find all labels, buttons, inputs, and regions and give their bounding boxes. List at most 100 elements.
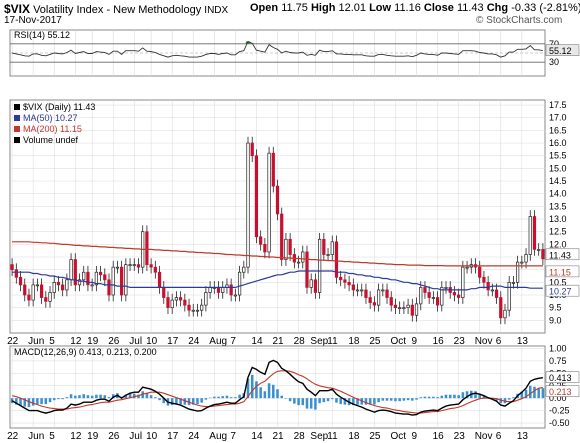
macd-hist-bar [507,398,511,400]
macd-hist-bar [377,398,380,403]
macd-hist-bar [301,398,305,406]
macd-hist-bar [27,398,31,408]
macd-x-label: 25 [369,431,381,442]
macd-hist-bar [170,398,174,406]
price-x-label: 13 [517,336,529,347]
price-x-label: 24 [188,336,200,347]
macd-hist-bar [78,395,81,399]
macd-x-label: 18 [348,431,360,442]
price-y-tick: 15.0 [549,163,567,173]
macd-line [11,359,543,416]
candle-body [107,279,111,296]
macd-hist-bar [335,398,338,403]
macd-hist-bar [90,395,94,399]
macd-hist-bar [82,394,85,399]
price-x-label: Nov [475,336,493,347]
macd-hist-bar [95,394,98,399]
candle-body [528,216,532,255]
candle-body [398,307,402,310]
macd-hist-bar [179,398,182,405]
macd-y-tick: -0.50 [549,418,570,428]
candle-body [246,142,250,268]
candle-body [482,276,486,283]
close-tag: 11.43 [549,250,571,260]
macd-hist-bar [74,395,77,399]
macd-hist-bar [200,398,203,403]
candle-body [322,238,326,255]
macd-hist-bar [427,396,431,399]
index-name: Volatility Index - New Methodology [33,4,202,16]
candle-body [520,261,524,264]
price-x-label: 10 [146,336,158,347]
macd-hist-bar [86,395,90,399]
candle-body [288,238,292,255]
candle-body [204,292,208,306]
ticker-symbol: $VIX [4,2,31,16]
macd-hist-bar [440,395,444,399]
open-value: 11.75 [281,2,308,14]
rsi-label: RSI(14) 55.12 [14,30,70,40]
macd-hist-bar [10,398,14,404]
candle-body [90,284,94,287]
macd-x-label: Nov [475,431,493,442]
candle-body [431,297,435,299]
candle-body [242,266,246,273]
candle-body [233,294,237,297]
candle-body [82,271,86,281]
candle-body [65,279,69,291]
macd-hist-bar [48,398,52,403]
macd-hist-bar [305,398,309,409]
macd-hist-bar [394,398,397,402]
price-x-label: 7 [230,336,236,347]
macd-hist-bar [111,394,115,399]
macd-x-label: Aug [209,431,227,442]
macd-hist-bar [19,398,22,406]
candle-body [524,254,528,263]
price-x-label: 22 [7,336,19,347]
high-label: High [310,2,336,14]
candle-body [52,281,56,293]
macd-x-label: 14 [251,431,263,442]
macd-hist-bar [381,398,385,401]
macd-hist-bar [234,397,237,399]
high-value: 12.01 [338,2,367,14]
legend-entry: MA(50) 10.27 [23,113,78,123]
candle-body [39,284,44,298]
candle-body [267,152,271,253]
macd-hist-bar [149,395,153,399]
candle-body [10,264,14,271]
candle-body [221,287,225,293]
macd-hist-bar [465,391,469,399]
macd-hist-bar [259,387,262,399]
macd-hist-bar [389,398,393,401]
candle-body [280,213,284,260]
macd-hist-bar [272,384,275,399]
macd-hist-bar [436,397,439,399]
rsi-value-tag-bg [545,44,580,56]
macd-hist-bar [309,398,313,409]
price-x-label: 14 [251,336,263,347]
candle-body [461,266,465,298]
macd-x-label: 19 [87,431,99,442]
candle-body [136,264,141,268]
macd-hist-bar [267,383,271,399]
candle-body [406,304,410,309]
macd-hist-bar [44,398,48,405]
chart-date: 17-Nov-2017 [4,15,62,26]
macd-hist-bar [444,394,448,399]
price-y-tick: 14.0 [549,189,567,199]
macd-hist-bar [364,398,368,405]
candle-body [351,284,355,291]
candle-body [334,241,339,278]
candle-body [494,289,499,298]
signal-tag-bg [545,385,580,397]
price-y-tick: 9.5 [549,303,562,313]
macd-x-label: Jul [129,431,142,442]
macd-hist-bar [368,398,372,405]
price-x-label: 23 [454,336,466,347]
macd-hist-bar [103,395,107,399]
macd-hist-bar [217,396,220,399]
macd-hist-bar [533,386,536,399]
candle-body [187,304,191,311]
